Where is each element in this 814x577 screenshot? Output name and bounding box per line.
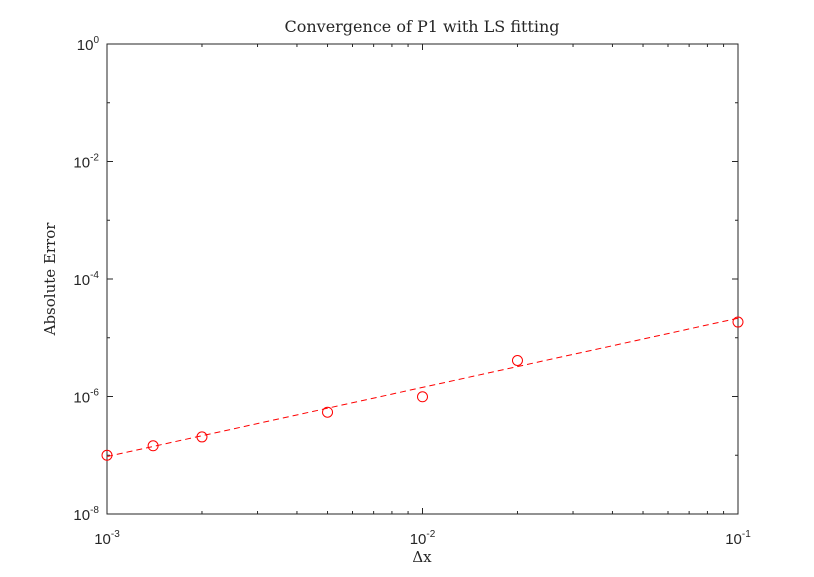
y-tick-label: 100: [77, 35, 100, 54]
plot-area: [106, 43, 739, 515]
y-tick-label: 10-6: [73, 388, 99, 407]
x-tick-label: 10-3: [94, 529, 120, 548]
data-point: [196, 431, 208, 443]
data-point: [732, 316, 744, 328]
data-point: [417, 391, 428, 403]
data-point: [511, 354, 523, 366]
data-point: [147, 440, 159, 452]
y-axis-label: Absolute Error: [41, 222, 59, 337]
x-tick-label: 10-2: [410, 529, 436, 548]
data-point: [101, 449, 113, 461]
data-point: [322, 406, 334, 418]
x-axis-label: Δx: [412, 548, 432, 566]
y-tick-label: 10-2: [73, 153, 99, 172]
x-tick-label: 10-1: [725, 529, 751, 548]
chart-title: Convergence of P1 with LS fitting: [284, 17, 559, 36]
y-tick-label: 10-8: [73, 505, 99, 524]
y-tick-label: 10-4: [73, 270, 99, 289]
fit-line: [106, 317, 739, 458]
